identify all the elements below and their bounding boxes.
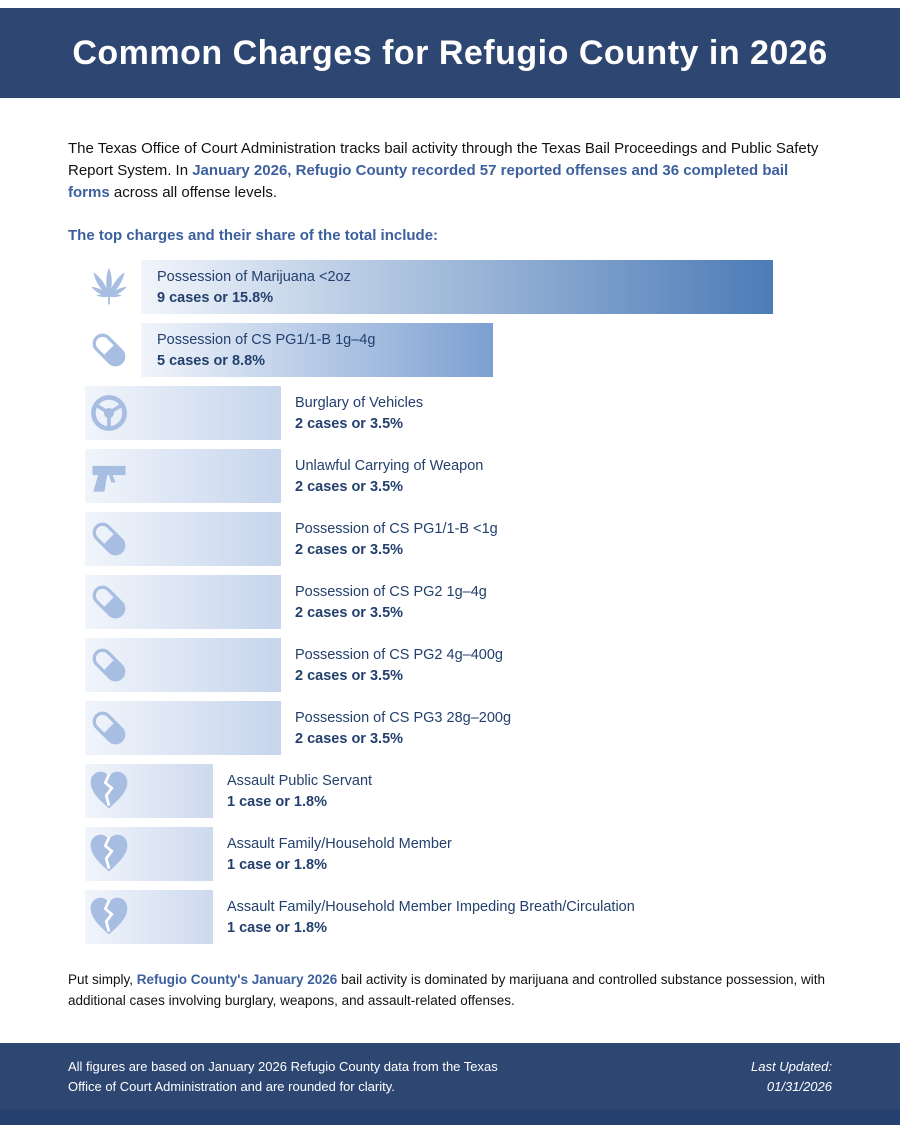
chart-row: Assault Family/Household Member Impeding… <box>85 890 832 945</box>
chart-row: Possession of CS PG2 4g–400g 2 cases or … <box>85 638 832 693</box>
charge-label: Assault Family/Household Member Impeding… <box>227 898 635 915</box>
charge-label: Possession of CS PG1/1-B 1g–4g <box>157 331 376 348</box>
cases-value: 1 case or 1.8% <box>227 856 327 873</box>
row-labels: Possession of CS PG3 28g–200g 2 cases or… <box>295 710 511 747</box>
pill-icon <box>85 515 133 563</box>
chart-row: Assault Public Servant 1 case or 1.8% <box>85 764 832 819</box>
header-band: Common Charges for Refugio County in 202… <box>0 8 900 98</box>
intro-text-after: across all offense levels. <box>109 183 277 201</box>
intro-text-before: The Texas Office of Court Administration… <box>68 140 819 179</box>
charge-label: Burglary of Vehicles <box>295 394 424 411</box>
bar <box>85 386 281 441</box>
content: The Texas Office of Court Administration… <box>0 98 900 1024</box>
cases-value: 9 cases or 15.8% <box>157 289 274 306</box>
summary-highlight: Refugio County's January 2026 <box>136 972 338 988</box>
pill-icon <box>85 578 133 626</box>
cases-value: 2 cases or 3.5% <box>295 541 404 558</box>
chart-row: Possession of CS PG1/1-B 1g–4g 5 cases o… <box>85 323 832 378</box>
row-labels: Possession of CS PG1/1-B <1g 2 cases or … <box>295 521 498 558</box>
cases-value: 2 cases or 3.5% <box>295 415 404 432</box>
charge-label: Possession of CS PG3 28g–200g <box>295 709 512 726</box>
broken-heart-icon <box>85 893 133 941</box>
bar: Possession of Marijuana <2oz 9 cases or … <box>141 260 773 315</box>
charge-label: Unlawful Carrying of Weapon <box>295 457 484 474</box>
last-updated-date: 01/31/2026 <box>766 1078 832 1094</box>
charge-label: Possession of CS PG2 4g–400g <box>295 646 503 663</box>
marijuana-leaf-icon <box>85 263 133 311</box>
cases-value: 1 case or 1.8% <box>227 919 327 936</box>
row-labels: Assault Family/Household Member 1 case o… <box>227 836 452 873</box>
intro-highlight: January 2026, Refugio County recorded 57… <box>68 161 789 201</box>
summary-paragraph: Put simply, Refugio County's January 202… <box>68 970 832 1011</box>
row-labels: Burglary of Vehicles 2 cases or 3.5% <box>295 395 423 432</box>
row-labels: Assault Family/Household Member Impeding… <box>227 899 635 936</box>
cases-value: 5 cases or 8.8% <box>157 352 266 369</box>
row-labels: Possession of CS PG1/1-B 1g–4g 5 cases o… <box>157 332 493 369</box>
cases-value: 2 cases or 3.5% <box>295 604 404 621</box>
broken-heart-icon <box>85 767 133 815</box>
bar <box>85 449 281 504</box>
chart-row: Possession of CS PG3 28g–200g 2 cases or… <box>85 701 832 756</box>
broken-heart-icon <box>85 830 133 878</box>
chart-row: Possession of CS PG2 1g–4g 2 cases or 3.… <box>85 575 832 630</box>
charge-label: Possession of Marijuana <2oz <box>157 268 351 285</box>
pill-icon <box>85 326 133 374</box>
bar-chart: Possession of Marijuana <2oz 9 cases or … <box>85 260 832 945</box>
steering-wheel-icon <box>85 389 133 437</box>
gun-icon <box>85 452 133 500</box>
page-title: Common Charges for Refugio County in 202… <box>72 33 828 72</box>
footer-band: All figures are based on January 2026 Re… <box>0 1043 900 1110</box>
cases-value: 2 cases or 3.5% <box>295 667 404 684</box>
row-labels: Unlawful Carrying of Weapon 2 cases or 3… <box>295 458 483 495</box>
footer-note: All figures are based on January 2026 Re… <box>68 1059 498 1094</box>
chart-row: Assault Family/Household Member 1 case o… <box>85 827 832 882</box>
charge-label: Assault Family/Household Member <box>227 835 452 852</box>
cases-value: 1 case or 1.8% <box>227 793 327 810</box>
bottom-strip <box>0 1110 900 1125</box>
intro-paragraph: The Texas Office of Court Administration… <box>68 138 832 203</box>
chart-row: Possession of Marijuana <2oz 9 cases or … <box>85 260 832 315</box>
summary-text-after: bail activity is dominated by marijuana … <box>68 972 826 1008</box>
row-labels: Possession of Marijuana <2oz 9 cases or … <box>157 269 773 306</box>
bar: Possession of CS PG1/1-B 1g–4g 5 cases o… <box>141 323 493 378</box>
cases-value: 2 cases or 3.5% <box>295 730 404 747</box>
last-updated: Last Updated: 01/31/2026 <box>751 1057 832 1096</box>
chart-row: Possession of CS PG1/1-B <1g 2 cases or … <box>85 512 832 567</box>
pill-icon <box>85 704 133 752</box>
charge-label: Possession of CS PG1/1-B <1g <box>295 520 498 537</box>
chart-row: Burglary of Vehicles 2 cases or 3.5% <box>85 386 832 441</box>
charge-label: Possession of CS PG2 1g–4g <box>295 583 487 600</box>
pill-icon <box>85 641 133 689</box>
row-labels: Possession of CS PG2 1g–4g 2 cases or 3.… <box>295 584 487 621</box>
chart-row: Unlawful Carrying of Weapon 2 cases or 3… <box>85 449 832 504</box>
cases-value: 2 cases or 3.5% <box>295 478 404 495</box>
chart-subheading: The top charges and their share of the t… <box>68 227 439 245</box>
row-labels: Assault Public Servant 1 case or 1.8% <box>227 773 372 810</box>
charge-label: Assault Public Servant <box>227 772 373 789</box>
last-updated-label: Last Updated: <box>751 1059 832 1074</box>
summary-text-before: Put simply, <box>68 972 137 988</box>
row-labels: Possession of CS PG2 4g–400g 2 cases or … <box>295 647 503 684</box>
